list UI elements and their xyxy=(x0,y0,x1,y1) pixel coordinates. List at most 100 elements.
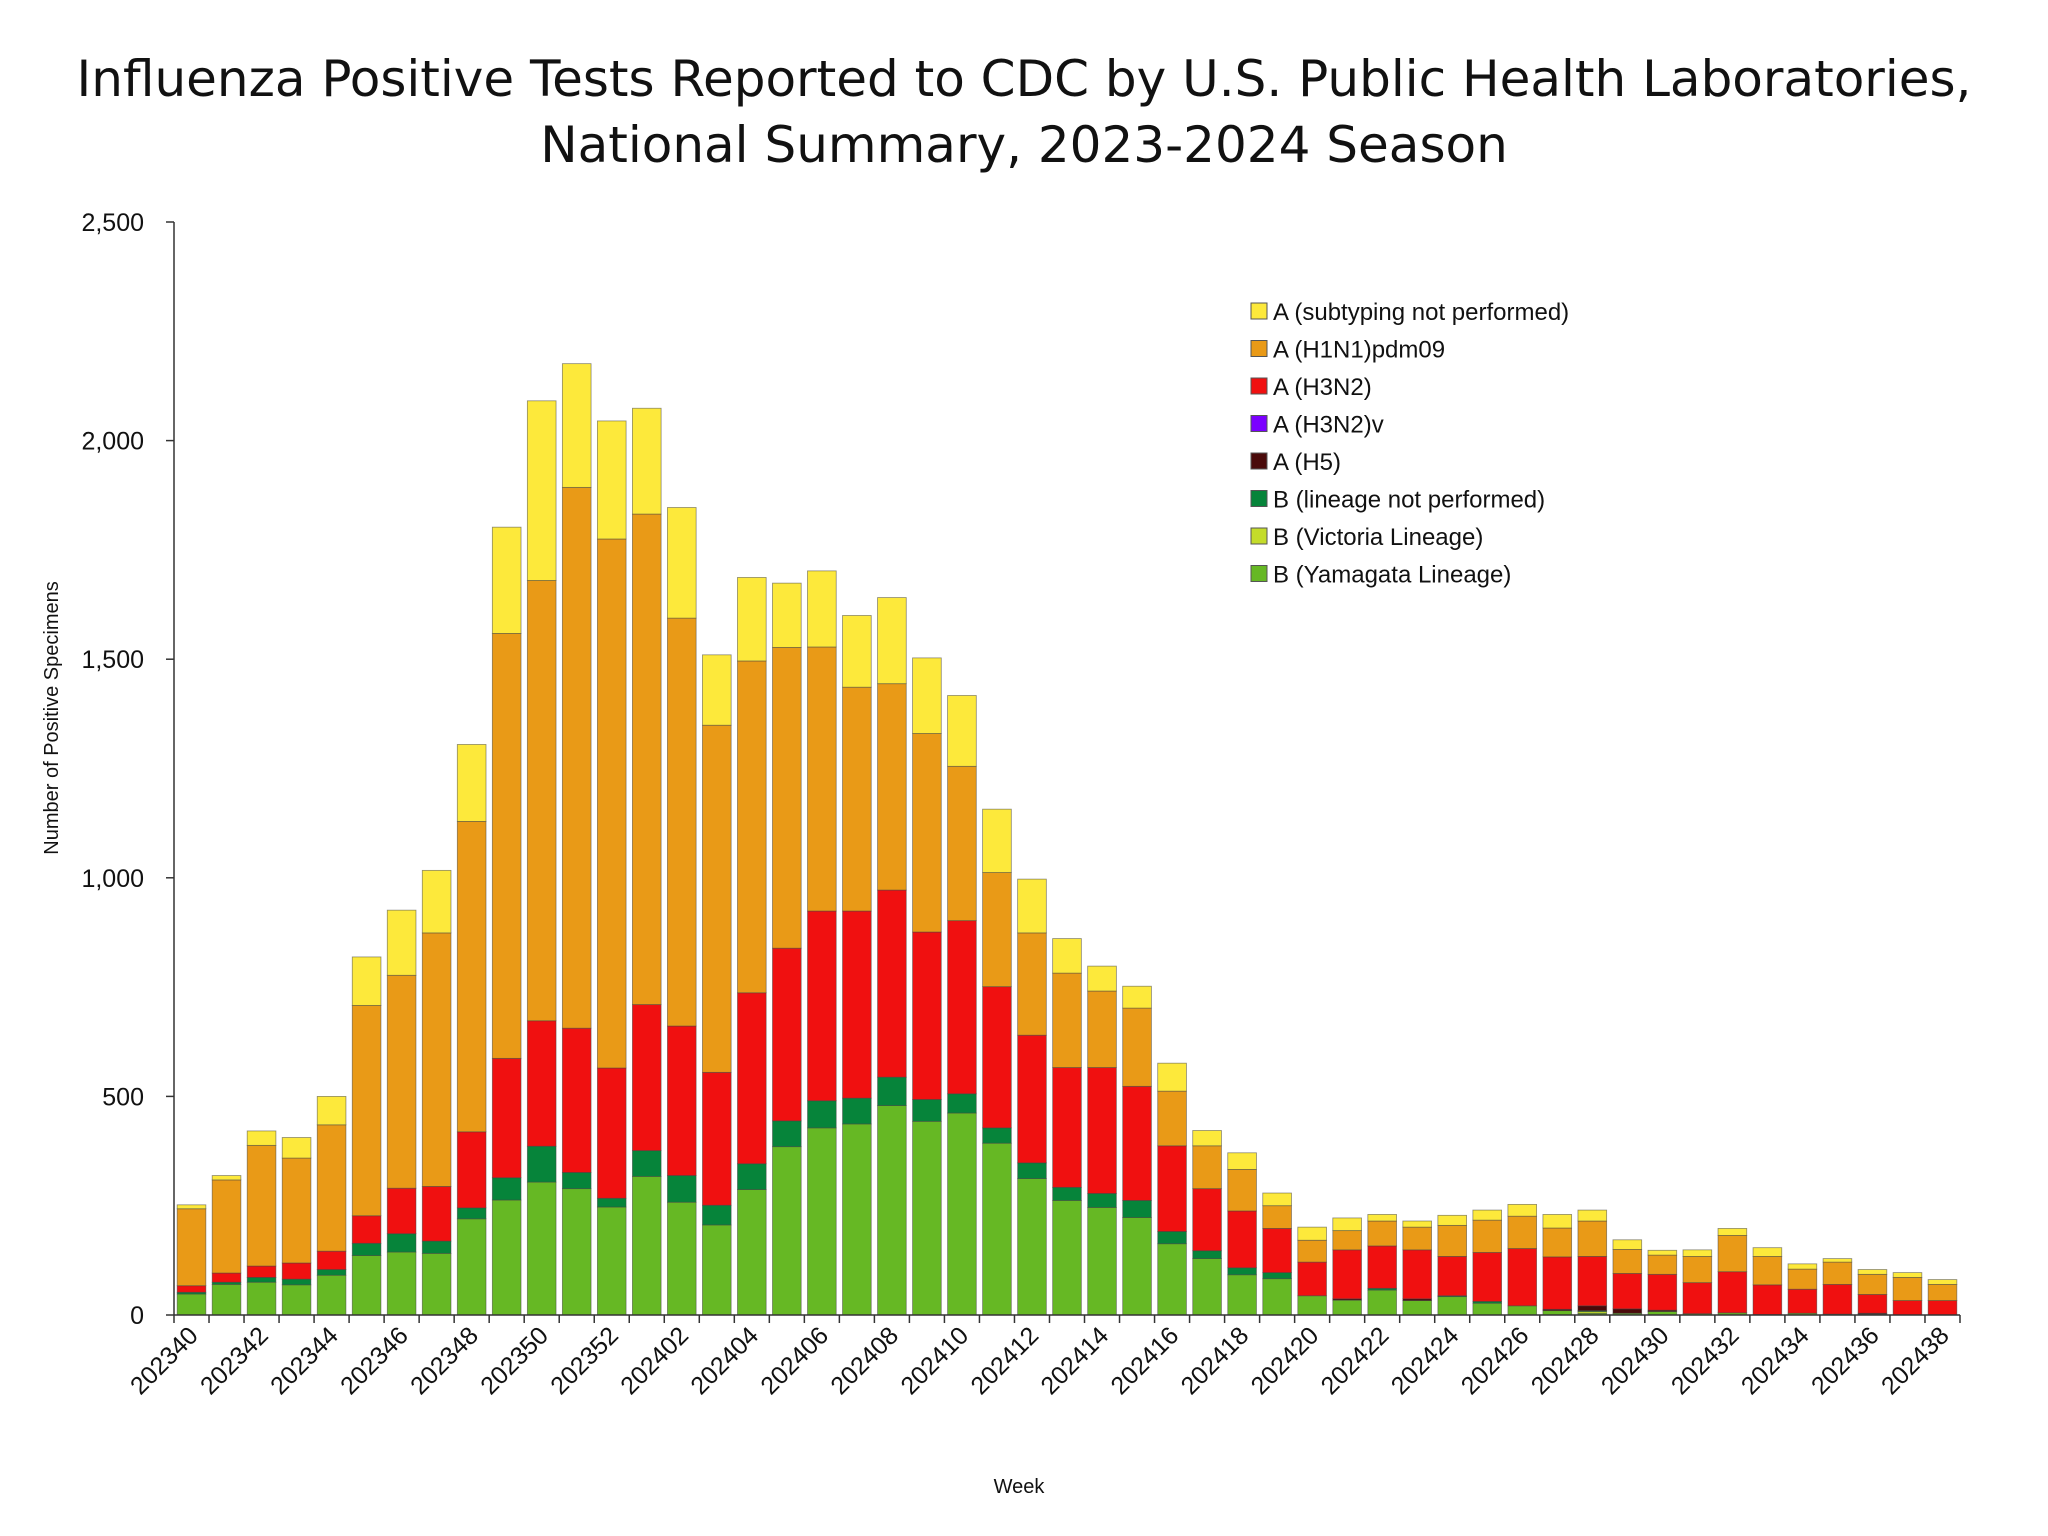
bar-segment-b-yamagata-lineage-202413 xyxy=(1052,1200,1082,1316)
bar-segment-a-h1n1-pdm09-202410 xyxy=(947,765,977,922)
bar-stack-202438 xyxy=(1927,1279,1958,1316)
bar-segment-b-yamagata-lineage-202415 xyxy=(1122,1217,1152,1316)
bar-segment-a-subtyping-not-performed-202345 xyxy=(351,956,382,1006)
bar-segment-b-lineage-not-performed-202406 xyxy=(807,1100,837,1129)
bar-segment-b-lineage-not-performed-202404 xyxy=(737,1163,767,1190)
bar-segment-a-h1n1-pdm09-202427 xyxy=(1542,1227,1573,1258)
bar-segment-a-subtyping-not-performed-202341 xyxy=(211,1175,242,1181)
bar-segment-a-h3n2-202432 xyxy=(1717,1271,1748,1314)
bar-segment-b-lineage-not-performed-202351 xyxy=(561,1172,592,1190)
x-tick-label: 202436 xyxy=(1806,1321,1885,1400)
bar-segment-a-h3n2-202413 xyxy=(1052,1067,1082,1188)
bar-segment-a-h3n2-202409 xyxy=(912,931,942,1100)
x-tick-label: 202348 xyxy=(405,1321,484,1400)
bar-segment-b-yamagata-lineage-202341 xyxy=(211,1283,242,1316)
bar-stack-202416 xyxy=(1157,1062,1187,1316)
bar-stack-202345 xyxy=(351,956,382,1316)
bar-segment-a-h5-202428 xyxy=(1577,1305,1608,1312)
bar-segment-a-h1n1-pdm09-202420 xyxy=(1297,1239,1327,1263)
bar-stack-202429 xyxy=(1612,1239,1643,1316)
bar-segment-a-subtyping-not-performed-202410 xyxy=(947,695,977,767)
bar-segment-a-subtyping-not-performed-202405 xyxy=(772,582,802,648)
bar-segment-a-h3n2-202417 xyxy=(1192,1188,1222,1252)
bar-segment-b-yamagata-lineage-202345 xyxy=(351,1255,382,1316)
legend-swatch xyxy=(1250,415,1268,432)
y-tick-label: 2,500 xyxy=(81,209,144,237)
bar-stack-202424 xyxy=(1437,1214,1467,1316)
bar-stack-202425 xyxy=(1472,1209,1502,1316)
bar-segment-a-h3n2-202351 xyxy=(561,1027,592,1173)
bar-segment-a-h3n2-202345 xyxy=(351,1215,382,1244)
bar-segment-a-h3n2-202341 xyxy=(211,1272,242,1283)
y-tick-label: 2,000 xyxy=(81,428,144,456)
bar-segment-a-h1n1-pdm09-202340 xyxy=(176,1208,207,1287)
bar-segment-a-subtyping-not-performed-202346 xyxy=(386,909,417,976)
y-tick-label: 500 xyxy=(102,1083,144,1111)
bar-segment-a-subtyping-not-performed-202430 xyxy=(1647,1249,1678,1256)
bar-stack-202344 xyxy=(316,1096,347,1316)
bar-segment-a-h3n2-202431 xyxy=(1682,1282,1713,1315)
bar-segment-b-yamagata-lineage-202410 xyxy=(947,1112,977,1316)
bar-segment-b-lineage-not-performed-202346 xyxy=(386,1233,417,1253)
bar-segment-a-h3n2-202438 xyxy=(1927,1300,1958,1316)
bar-segment-a-h3n2-202411 xyxy=(982,986,1012,1129)
bar-segment-a-subtyping-not-performed-202425 xyxy=(1472,1209,1502,1221)
bar-segment-a-h1n1-pdm09-202401 xyxy=(632,513,662,1005)
bar-segment-a-subtyping-not-performed-202342 xyxy=(246,1130,277,1146)
bar-segment-a-subtyping-not-performed-202419 xyxy=(1262,1192,1292,1207)
bar-segment-a-h3n2-202424 xyxy=(1437,1256,1467,1297)
bar-segment-b-yamagata-lineage-202405 xyxy=(772,1146,802,1316)
legend-label: B (lineage not performed) xyxy=(1273,487,1545,514)
bar-stack-202422 xyxy=(1367,1214,1397,1316)
legend-item: B (Yamagata Lineage) xyxy=(1250,562,1511,589)
bar-segment-a-subtyping-not-performed-202426 xyxy=(1507,1203,1538,1217)
y-axis-label: Number of Positive Specimens xyxy=(41,581,63,854)
bar-segment-b-lineage-not-performed-202345 xyxy=(351,1242,382,1256)
bar-stack-202352 xyxy=(596,420,627,1316)
bar-segment-a-h3n2-202414 xyxy=(1087,1067,1117,1194)
legend-swatch xyxy=(1250,452,1268,470)
y-tick-label: 1,500 xyxy=(81,646,144,674)
bar-stack-202419 xyxy=(1262,1192,1292,1316)
bar-segment-a-h1n1-pdm09-202436 xyxy=(1857,1273,1888,1295)
legend-item: A (H3N2)v xyxy=(1250,412,1384,439)
bar-stack-202426 xyxy=(1507,1203,1538,1316)
bar-stack-202343 xyxy=(281,1137,312,1316)
bars-group xyxy=(176,363,1958,1316)
bar-stack-202403 xyxy=(702,654,732,1316)
bar-stack-202431 xyxy=(1682,1249,1713,1316)
bar-segment-a-h3n2-202349 xyxy=(491,1057,522,1179)
bar-segment-b-yamagata-lineage-202351 xyxy=(561,1188,592,1316)
bar-segment-b-yamagata-lineage-202350 xyxy=(526,1181,557,1316)
bar-stack-202349 xyxy=(491,526,522,1316)
bar-segment-a-h1n1-pdm09-202414 xyxy=(1087,990,1117,1068)
x-tick-label: 202406 xyxy=(755,1321,834,1400)
bar-segment-a-subtyping-not-performed-202424 xyxy=(1437,1214,1467,1226)
bar-segment-b-yamagata-lineage-202422 xyxy=(1367,1289,1397,1316)
bar-segment-a-h1n1-pdm09-202423 xyxy=(1402,1226,1432,1251)
bar-segment-a-subtyping-not-performed-202411 xyxy=(982,808,1012,873)
legend-swatch xyxy=(1250,340,1268,357)
bar-segment-a-h3n2-202401 xyxy=(632,1004,662,1152)
bar-segment-a-subtyping-not-performed-202414 xyxy=(1087,965,1117,992)
bar-stack-202406 xyxy=(807,570,837,1316)
bar-segment-a-h1n1-pdm09-202403 xyxy=(702,724,732,1073)
bar-segment-a-h3n2-202436 xyxy=(1857,1294,1888,1314)
bar-segment-b-lineage-not-performed-202352 xyxy=(596,1197,627,1208)
bar-segment-a-h1n1-pdm09-202428 xyxy=(1577,1220,1608,1257)
bar-segment-b-lineage-not-performed-202403 xyxy=(702,1204,732,1226)
legend-item: B (Victoria Lineage) xyxy=(1250,524,1483,551)
bar-segment-b-yamagata-lineage-202409 xyxy=(912,1120,942,1316)
bar-segment-a-h3n2-202433 xyxy=(1752,1284,1783,1315)
bar-segment-a-h1n1-pdm09-202415 xyxy=(1122,1007,1152,1087)
legend-swatch xyxy=(1250,377,1268,395)
bar-segment-a-h1n1-pdm09-202417 xyxy=(1192,1145,1222,1190)
bar-segment-b-lineage-not-performed-202407 xyxy=(842,1097,872,1125)
bar-segment-a-subtyping-not-performed-202421 xyxy=(1332,1217,1362,1232)
bar-segment-b-yamagata-lineage-202343 xyxy=(281,1284,312,1316)
bar-segment-b-yamagata-lineage-202407 xyxy=(842,1123,872,1316)
x-tick-label: 202428 xyxy=(1526,1321,1605,1400)
bar-segment-a-h1n1-pdm09-202402 xyxy=(667,617,697,1027)
bar-segment-a-h1n1-pdm09-202435 xyxy=(1822,1261,1853,1285)
